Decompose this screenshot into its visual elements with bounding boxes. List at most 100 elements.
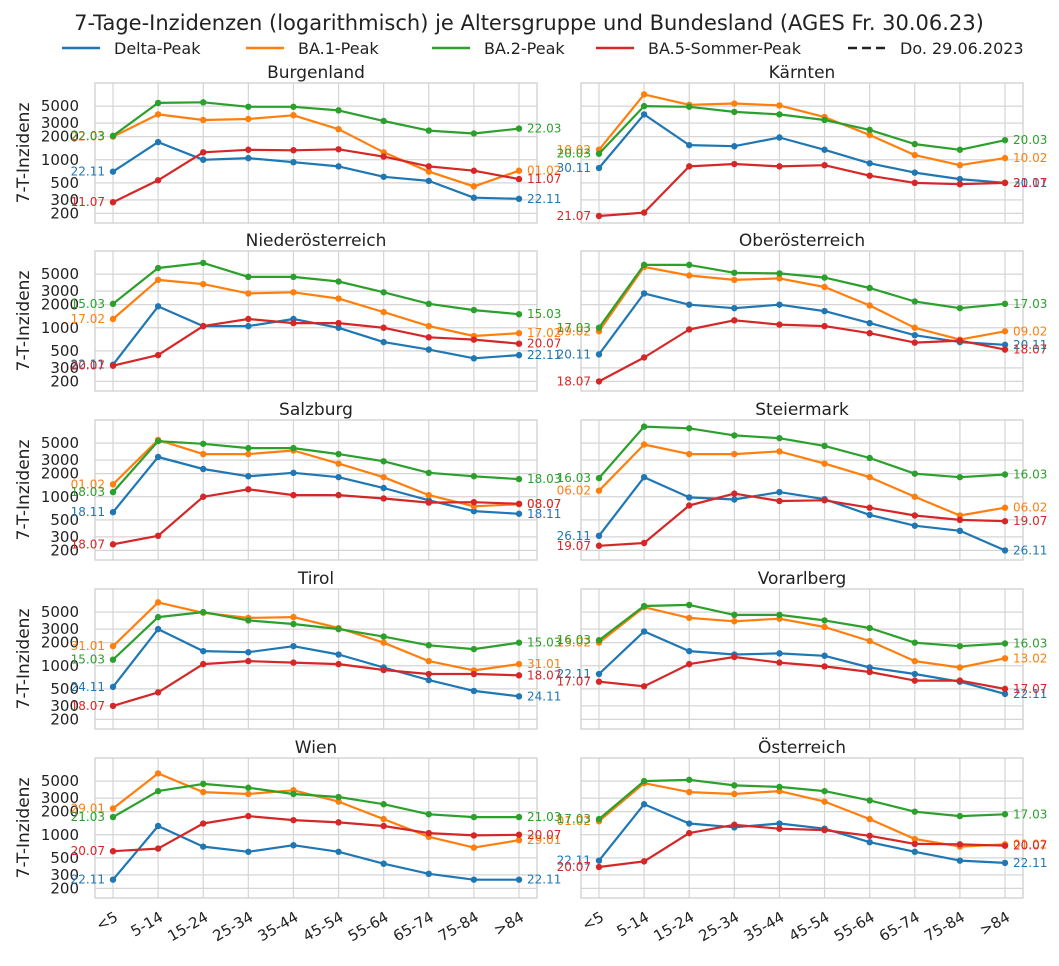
start-label-ba5: 18.07 [71,537,105,551]
x-tick-label: <5 [579,908,607,935]
data-point-ba5 [956,841,964,848]
end-label-ba2: 20.03 [1013,133,1047,147]
data-point-ba5 [911,840,918,848]
data-point-delta [515,510,523,517]
data-point-ba5 [1001,346,1009,353]
series-line-delta [112,141,520,200]
data-point-delta [595,670,603,678]
data-point-ba2 [425,127,432,134]
series-line-delta [598,476,1006,552]
data-point-ba5 [425,334,432,341]
x-tick-label: 15-24 [650,908,697,945]
data-point-ba5 [731,490,738,497]
start-label-ba2: 17.03 [557,812,591,826]
data-point-ba2 [911,470,918,477]
series-line-ba2 [598,603,1006,648]
data-point-delta [686,301,693,308]
data-point-ba5 [640,354,648,361]
data-point-ba5 [776,321,783,328]
data-point-ba2 [200,99,207,106]
data-point-ba5 [515,672,523,679]
data-point-delta [109,168,117,175]
end-label-ba1: 31.01 [527,657,561,671]
start-label-ba2: 18.03 [71,485,105,499]
data-point-ba5 [109,702,117,710]
data-point-ba1 [515,167,523,174]
data-point-ba5 [425,163,432,170]
start-label-ba2: 22.03 [71,129,105,143]
data-point-delta [470,876,478,883]
data-point-delta [640,473,648,481]
x-tick-label: 25-34 [696,908,743,945]
data-point-ba2 [731,432,738,439]
data-point-ba2 [595,150,603,157]
end-label-ba5: 18.07 [1013,343,1047,357]
data-point-ba5 [1001,518,1009,525]
data-point-delta [595,532,603,540]
data-point-delta [425,870,432,878]
legend-label: BA.2-Peak [484,39,565,58]
data-point-ba2 [470,306,478,314]
end-label-ba5: 17.07 [1013,682,1047,696]
legend-label: Do. 29.06.2023 [900,39,1024,58]
panel-frame [94,250,538,392]
data-point-ba2 [686,261,693,269]
end-label-delta: 26.11 [1013,543,1047,557]
end-label-ba2: 17.03 [1013,297,1047,311]
start-label-delta: 22.11 [71,873,105,887]
data-point-ba2 [595,324,603,331]
end-label-ba2: 15.03 [527,307,561,321]
series-line-ba5 [112,148,520,204]
x-tick-label: >84 [491,908,527,939]
panel-frame [94,757,538,899]
y-tick-label: 300 [50,191,79,209]
end-label-ba2: 17.03 [1013,807,1047,821]
y-tick-label: 300 [50,866,79,884]
data-point-ba5 [731,160,738,168]
data-point-delta [290,842,297,849]
data-point-ba5 [245,146,252,153]
data-point-delta [245,848,252,855]
data-point-ba5 [335,819,342,826]
y-tick-label: 500 [50,342,79,360]
data-point-delta [911,522,918,529]
data-point-ba1 [154,111,162,118]
data-point-ba2 [380,633,387,640]
panel-Kärnten: Kärnten30.1130.1110.0210.0220.0320.0321.… [557,63,1047,224]
data-point-ba5 [911,339,918,346]
end-label-ba5: 18.07 [527,668,561,682]
start-label-delta: 18.11 [71,505,105,519]
x-tick-label: 35-44 [255,908,302,945]
data-point-ba2 [821,116,828,124]
panel-frame [580,82,1024,224]
data-point-ba5 [731,653,738,661]
data-point-ba1 [731,618,738,625]
data-point-ba1 [1001,328,1009,335]
end-label-delta: 30.11 [1013,176,1047,190]
data-point-ba2 [245,784,252,791]
y-tick-label: 5000 [41,603,79,621]
data-point-ba2 [200,780,207,788]
data-point-ba2 [686,601,693,609]
data-point-ba1 [380,639,387,646]
series-line-ba2 [112,101,520,137]
data-point-ba1 [911,835,918,843]
data-point-delta [154,138,162,146]
end-label-delta: 22.11 [1013,687,1047,701]
end-label-delta: 22.11 [527,192,561,206]
data-point-ba1 [866,637,873,645]
start-label-delta: 30.11 [557,161,591,175]
y-tick-label: 2000 [41,803,79,821]
panel-frame [580,588,1024,730]
y-tick-label: 3000 [41,789,79,807]
y-tick-label: 3000 [41,451,79,469]
data-point-ba1 [425,657,432,665]
data-point-ba5 [200,660,207,668]
data-point-ba2 [731,611,738,619]
data-point-delta [731,496,738,503]
data-point-ba1 [200,280,207,288]
data-point-delta [911,670,918,678]
data-point-ba5 [640,539,648,547]
